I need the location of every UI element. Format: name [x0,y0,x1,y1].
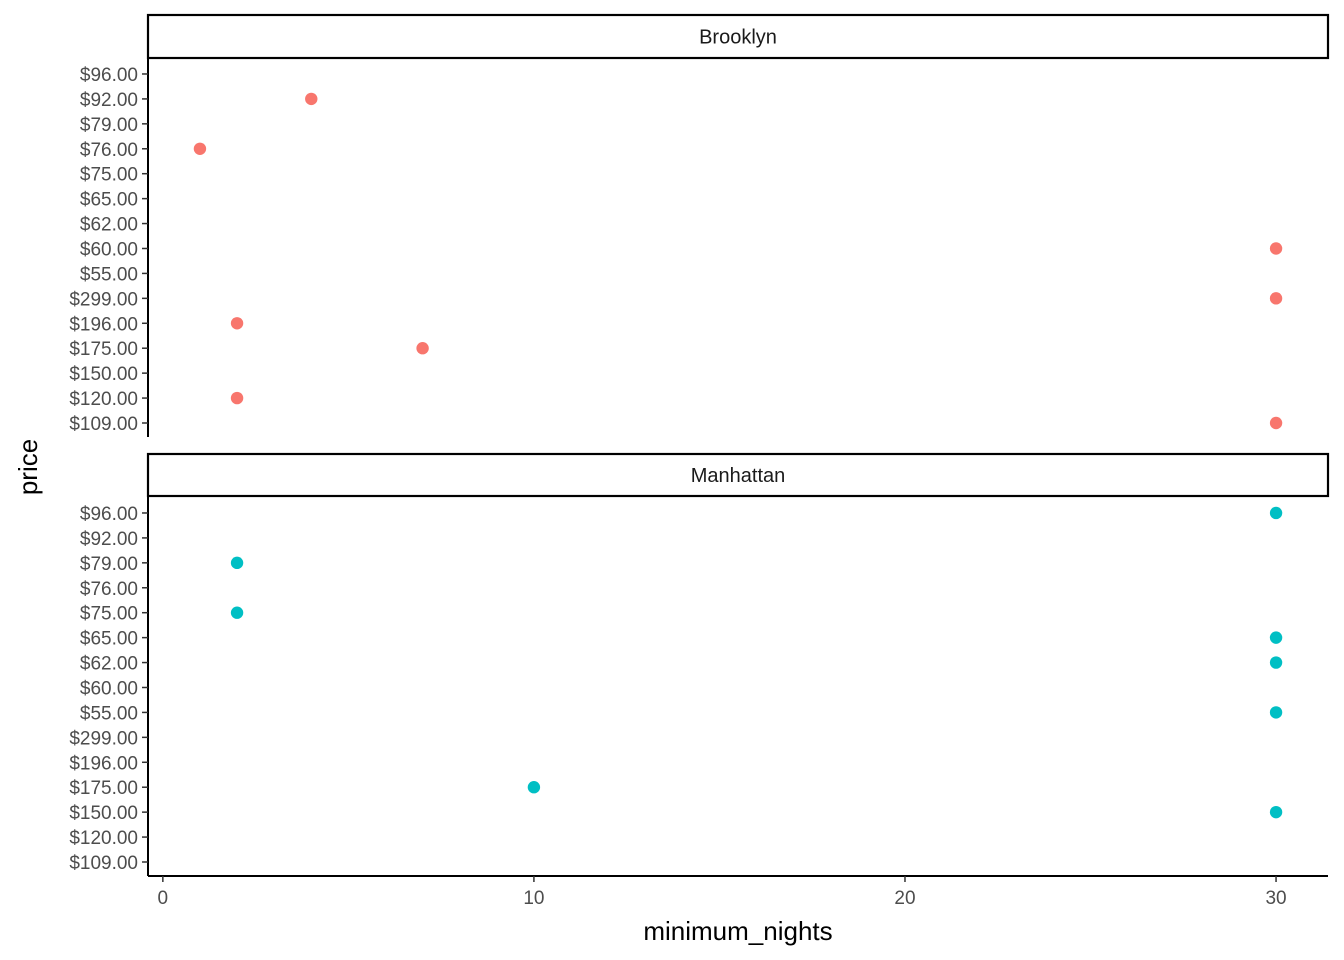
y-tick-label: $299.00 [69,289,138,310]
y-axis-title: price [13,439,43,495]
data-point [1269,506,1283,520]
y-tick-label: $75.00 [80,165,138,186]
y-tick-label: $60.00 [80,239,138,260]
y-tick-label: $65.00 [80,629,138,650]
y-tick-label: $65.00 [80,190,138,211]
x-axis-title: minimum_nights [643,916,832,946]
data-point [1269,631,1283,644]
y-tick-label: $196.00 [69,753,138,774]
y-tick-label: $175.00 [69,778,138,799]
y-tick-label: $92.00 [80,90,138,111]
x-tick-label: 20 [894,888,915,909]
data-point [230,556,244,570]
data-point [1269,292,1283,305]
y-tick-label: $96.00 [80,504,138,525]
y-tick-label: $62.00 [80,654,138,675]
y-tick-label: $76.00 [80,579,138,600]
facet-strip-brooklyn [146,13,1330,60]
x-tick-label: 10 [523,888,544,909]
y-tick-label: $92.00 [80,529,138,550]
y-tick-label: $75.00 [80,604,138,625]
y-tick-label: $120.00 [69,389,138,410]
data-point [1269,242,1283,255]
y-tick-label: $79.00 [80,115,138,136]
y-tick-label: $55.00 [80,264,138,285]
data-point [193,142,207,155]
y-tick-label: $55.00 [80,703,138,724]
y-tick-label: $109.00 [69,414,138,435]
y-tick-label: $150.00 [69,364,138,385]
facet-strip-label: Manhattan [691,465,786,487]
data-point [1269,805,1283,819]
y-tick-label: $299.00 [69,728,138,749]
data-point [527,781,541,794]
data-point [1269,656,1283,669]
data-point [230,391,244,405]
y-tick-label: $120.00 [69,828,138,849]
x-tick-label: 0 [158,888,169,909]
y-tick-label: $79.00 [80,554,138,575]
data-point [230,317,244,330]
data-point [416,342,429,355]
y-tick-label: $76.00 [80,140,138,161]
data-point [305,92,318,106]
y-tick-label: $109.00 [69,853,138,874]
facet-strip-label: Brooklyn [699,27,777,49]
data-point [230,606,244,619]
facet-strip-manhattan [146,452,1330,498]
data-point [1269,416,1283,430]
y-tick-label: $150.00 [69,803,138,824]
data-point [1269,706,1283,719]
y-tick-label: $175.00 [69,339,138,360]
y-tick-label: $96.00 [80,65,138,86]
x-tick-label: 30 [1265,888,1286,909]
y-tick-label: $62.00 [80,215,138,236]
y-tick-label: $196.00 [69,314,138,335]
y-tick-label: $60.00 [80,678,138,699]
